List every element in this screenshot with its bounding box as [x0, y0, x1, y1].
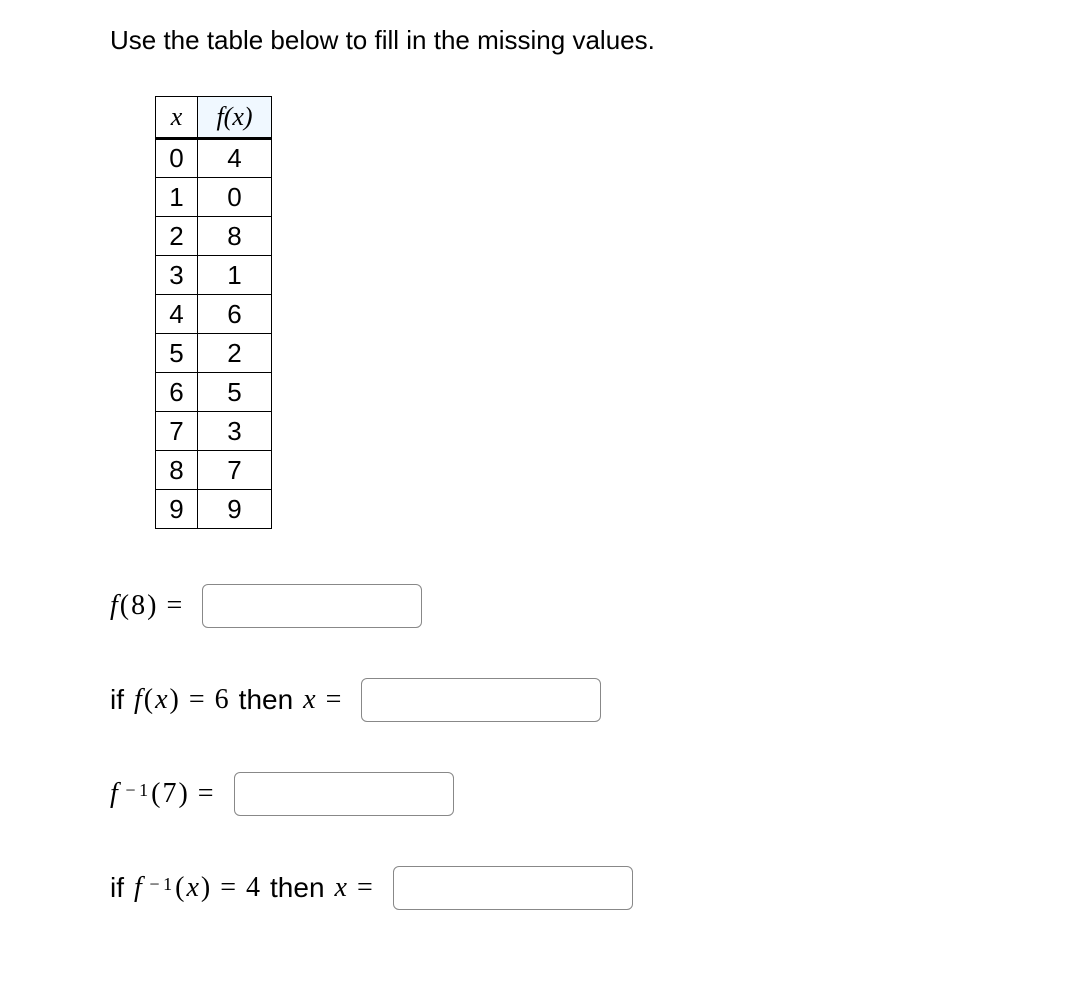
cell-fx: 3: [198, 412, 272, 451]
instruction-text: Use the table below to fill in the missi…: [110, 25, 1074, 56]
table-row: 46: [156, 295, 272, 334]
table-row: 04: [156, 139, 272, 178]
table-row: 65: [156, 373, 272, 412]
cell-x: 5: [156, 334, 198, 373]
q3-expression: f − 1(7)=: [110, 778, 222, 810]
cell-fx: 0: [198, 178, 272, 217]
cell-fx: 6: [198, 295, 272, 334]
table-row: 10: [156, 178, 272, 217]
table-row: 73: [156, 412, 272, 451]
q3-answer-input[interactable]: [234, 772, 454, 816]
question-2: if f(x) =6 then x=: [110, 678, 1074, 722]
question-1: f(8)=: [110, 584, 1074, 628]
cell-x: 9: [156, 490, 198, 529]
cell-x: 0: [156, 139, 198, 178]
q2-expression: if f(x) =6 then x=: [110, 684, 349, 716]
function-table: x f(x) 04 10 28 31 46 52 65 73 87 99: [155, 96, 272, 529]
q1-answer-input[interactable]: [202, 584, 422, 628]
q2-answer-input[interactable]: [361, 678, 601, 722]
cell-fx: 5: [198, 373, 272, 412]
cell-x: 1: [156, 178, 198, 217]
cell-x: 2: [156, 217, 198, 256]
q1-expression: f(8)=: [110, 590, 190, 622]
table-row: 87: [156, 451, 272, 490]
cell-x: 8: [156, 451, 198, 490]
table-row: 99: [156, 490, 272, 529]
cell-x: 4: [156, 295, 198, 334]
table-header-x: x: [156, 97, 198, 139]
cell-x: 6: [156, 373, 198, 412]
cell-fx: 7: [198, 451, 272, 490]
q4-expression: if f − 1(x) =4 then x=: [110, 872, 381, 904]
table-row: 52: [156, 334, 272, 373]
cell-fx: 4: [198, 139, 272, 178]
cell-x: 3: [156, 256, 198, 295]
cell-fx: 9: [198, 490, 272, 529]
cell-fx: 2: [198, 334, 272, 373]
table-row: 31: [156, 256, 272, 295]
question-4: if f − 1(x) =4 then x=: [110, 866, 1074, 910]
table-row: 28: [156, 217, 272, 256]
q4-answer-input[interactable]: [393, 866, 633, 910]
cell-fx: 8: [198, 217, 272, 256]
cell-fx: 1: [198, 256, 272, 295]
cell-x: 7: [156, 412, 198, 451]
question-3: f − 1(7)=: [110, 772, 1074, 816]
table-header-fx: f(x): [198, 97, 272, 139]
